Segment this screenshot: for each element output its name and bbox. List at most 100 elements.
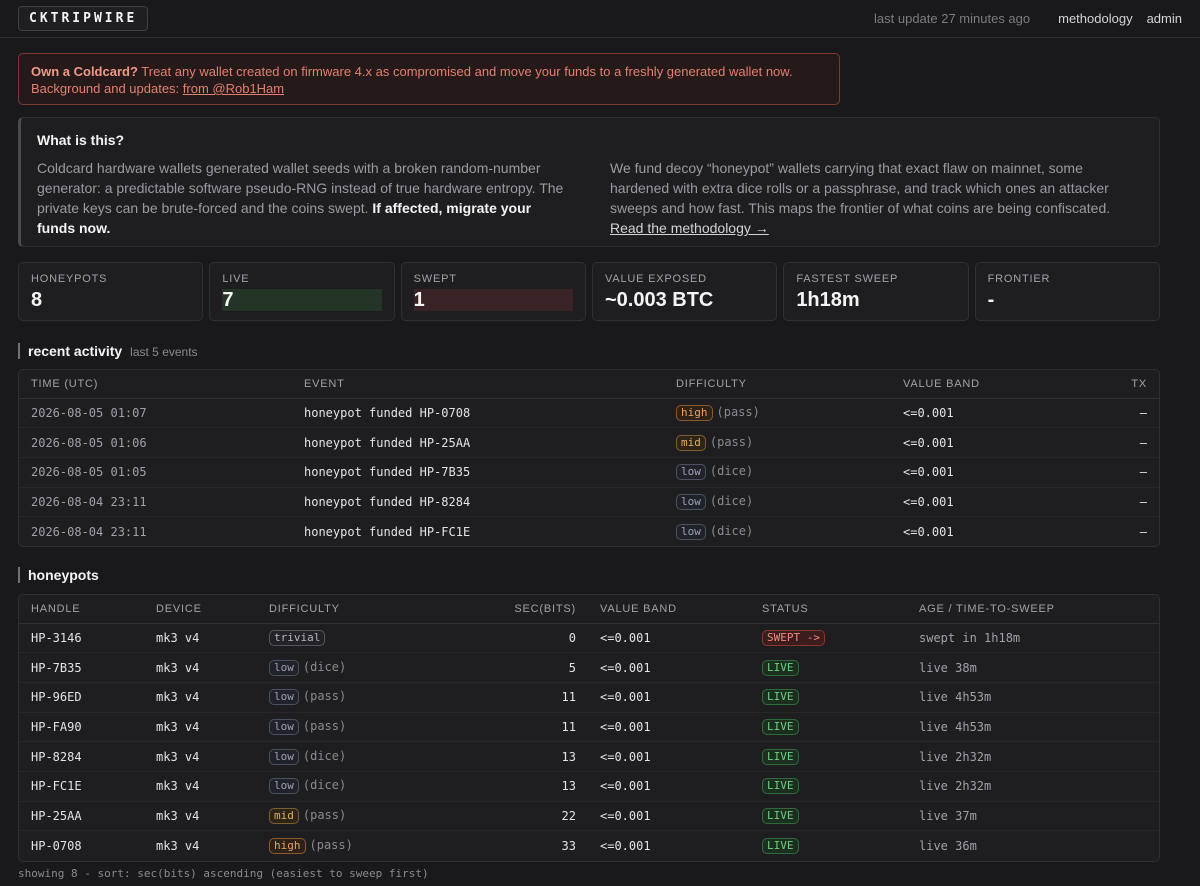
difficulty-badge: high bbox=[676, 404, 713, 421]
table-row[interactable]: 2026-08-05 01:07 honeypot funded HP-0708 h… bbox=[19, 398, 1159, 428]
table-row[interactable]: 2026-08-04 23:11 honeypot funded HP-8284 l… bbox=[19, 486, 1159, 517]
recent-activity-heading: recent activity last 5 events bbox=[18, 343, 198, 359]
device-cell: mk3 v4 bbox=[144, 741, 257, 772]
difficulty-badge: mid bbox=[269, 807, 299, 824]
status-cell: LIVE bbox=[750, 681, 907, 713]
difficulty-cell: low (pass) bbox=[257, 711, 464, 742]
difficulty-badge: low bbox=[676, 464, 706, 481]
security-bits: 13 bbox=[464, 770, 588, 802]
age-cell: live 4h53m bbox=[907, 711, 1159, 742]
value-band: <=0.001 bbox=[588, 800, 750, 831]
honeypot-handle[interactable]: HP-0708 bbox=[19, 830, 144, 861]
table-row[interactable]: HP-FC1E mk3 v4 low (dice) 13 <=0.001 LIVE live … bbox=[19, 770, 1159, 802]
difficulty-note: (pass) bbox=[302, 718, 347, 733]
last-update-text: last update 27 minutes ago bbox=[874, 11, 1031, 26]
security-bits: 22 bbox=[464, 800, 588, 831]
stat-label: SWEPT bbox=[413, 273, 457, 285]
difficulty-badge: low bbox=[269, 748, 299, 765]
value-band: <=0.001 bbox=[891, 456, 1091, 488]
table-row[interactable]: 2026-08-05 01:06 honeypot funded HP-25AA m… bbox=[19, 427, 1159, 458]
value-band: <=0.001 bbox=[891, 516, 1091, 547]
tx-cell: – bbox=[1139, 405, 1147, 420]
table-footer-note: showing 8 - sort: sec(bits) ascending (e… bbox=[18, 867, 429, 880]
table-row[interactable]: HP-25AA mk3 v4 mid (pass) 22 <=0.001 LIVE live … bbox=[19, 800, 1159, 831]
honeypot-handle[interactable]: HP-FA90 bbox=[19, 711, 144, 742]
age-cell: live 2h32m bbox=[907, 741, 1159, 772]
device-cell: mk3 v4 bbox=[144, 681, 257, 713]
event-time: 2026-08-05 01:06 bbox=[19, 427, 292, 458]
tx-cell: – bbox=[1091, 516, 1159, 547]
status-cell: LIVE bbox=[750, 830, 907, 861]
table-row[interactable]: HP-8284 mk3 v4 low (dice) 13 <=0.001 LIVE live … bbox=[19, 741, 1159, 772]
value-band: <=0.001 bbox=[600, 630, 651, 645]
value-band: <=0.001 bbox=[588, 830, 750, 861]
table-row[interactable]: HP-7B35 mk3 v4 low (dice) 5 <=0.001 LIVE live 3… bbox=[19, 652, 1159, 683]
difficulty-note: (dice) bbox=[709, 464, 754, 479]
table-row[interactable]: 2026-08-04 23:11 honeypot funded HP-FC1E l… bbox=[19, 516, 1159, 547]
honeypot-handle[interactable]: HP-96ED bbox=[19, 681, 144, 713]
site-logo[interactable]: CKTRIPWIRE bbox=[18, 6, 149, 31]
stat-label: FASTEST SWEEP bbox=[796, 273, 899, 285]
section-title: honeypots bbox=[28, 567, 99, 583]
difficulty-note: (pass) bbox=[716, 404, 760, 419]
honeypots-heading: honeypots bbox=[18, 567, 99, 583]
stat-card-value-exposed: VALUE EXPOSED ~0.003 BTC bbox=[591, 262, 778, 321]
value-band: <=0.001 bbox=[588, 741, 750, 772]
column-header: AGE / TIME-TO-SWEEP bbox=[907, 595, 1159, 624]
difficulty-cell: low (dice) bbox=[257, 652, 464, 683]
difficulty-badge: low bbox=[269, 689, 299, 706]
honeypot-handle[interactable]: HP-FC1E bbox=[19, 770, 144, 802]
alert-text: Treat any wallet created on firmware 4.x… bbox=[137, 64, 793, 79]
honeypot-handle[interactable]: HP-3146 bbox=[31, 630, 82, 645]
value-band: <=0.001 bbox=[891, 486, 1091, 517]
table-row[interactable]: HP-96ED mk3 v4 low (pass) 11 <=0.001 LIVE live … bbox=[19, 681, 1159, 713]
top-bar: CKTRIPWIRE last update 27 minutes ago me… bbox=[0, 0, 1200, 38]
stat-value: ~0.003 BTC bbox=[604, 289, 714, 311]
table-row[interactable]: 2026-08-05 01:05 honeypot funded HP-7B35 l… bbox=[19, 456, 1159, 488]
nav-admin[interactable]: admin bbox=[1146, 11, 1182, 26]
age-cell: live 2h32m bbox=[907, 770, 1159, 802]
event-time: 2026-08-05 01:07 bbox=[31, 405, 147, 420]
column-header: TX bbox=[1091, 370, 1159, 399]
column-header: TIME (UTC) bbox=[19, 370, 292, 399]
difficulty-badge: low bbox=[676, 523, 706, 540]
event-time: 2026-08-05 01:05 bbox=[19, 456, 292, 488]
difficulty-badge: low bbox=[676, 493, 706, 510]
difficulty-cell: mid (pass) bbox=[664, 427, 891, 458]
security-bits: 33 bbox=[464, 830, 588, 861]
difficulty-badge: low bbox=[269, 778, 299, 795]
status-badge[interactable]: SWEPT -> bbox=[762, 629, 825, 646]
status-badge: LIVE bbox=[762, 659, 799, 676]
difficulty-badge: low bbox=[269, 659, 299, 676]
about-right-text: We fund decoy “honeypot” wallets carryin… bbox=[610, 160, 1111, 236]
stat-label: VALUE EXPOSED bbox=[604, 273, 707, 285]
honeypot-handle[interactable]: HP-7B35 bbox=[19, 652, 144, 683]
table-row[interactable]: HP-FA90 mk3 v4 low (pass) 11 <=0.001 LIVE live … bbox=[19, 711, 1159, 742]
stat-label: FRONTIER bbox=[987, 273, 1051, 285]
column-header: HANDLE bbox=[19, 595, 144, 624]
status-badge: LIVE bbox=[762, 718, 799, 735]
security-bits: 11 bbox=[464, 711, 588, 742]
column-header: EVENT bbox=[292, 370, 664, 399]
methodology-link[interactable]: Read the methodology → bbox=[610, 220, 769, 236]
table-row[interactable]: HP-0708 mk3 v4 high (pass) 33 <=0.001 LIVE live… bbox=[19, 830, 1159, 861]
device-cell: mk3 v4 bbox=[144, 770, 257, 802]
status-cell: LIVE bbox=[750, 652, 907, 683]
about-title: What is this? bbox=[37, 132, 125, 148]
tx-cell: – bbox=[1091, 456, 1159, 488]
difficulty-note: (dice) bbox=[302, 659, 347, 674]
table-row[interactable]: HP-3146 mk3 v4 trivial 0 <=0.001 SWEPT -> swep… bbox=[19, 623, 1159, 653]
status-badge: LIVE bbox=[762, 807, 799, 824]
column-header: STATUS bbox=[750, 595, 907, 624]
honeypot-handle[interactable]: HP-8284 bbox=[19, 741, 144, 772]
column-header: DIFFICULTY bbox=[664, 370, 891, 399]
security-bits: 11 bbox=[464, 681, 588, 713]
stat-card-honeypots: HONEYPOTS 8 bbox=[18, 262, 204, 321]
honeypot-handle[interactable]: HP-25AA bbox=[19, 800, 144, 831]
age-cell: live 36m bbox=[907, 830, 1159, 861]
value-band: <=0.001 bbox=[588, 652, 750, 683]
nav-methodology[interactable]: methodology bbox=[1058, 11, 1133, 26]
status-badge: LIVE bbox=[762, 778, 799, 795]
difficulty-note: (pass) bbox=[302, 807, 347, 822]
alert-link[interactable]: from @Rob1Ham bbox=[182, 81, 285, 96]
